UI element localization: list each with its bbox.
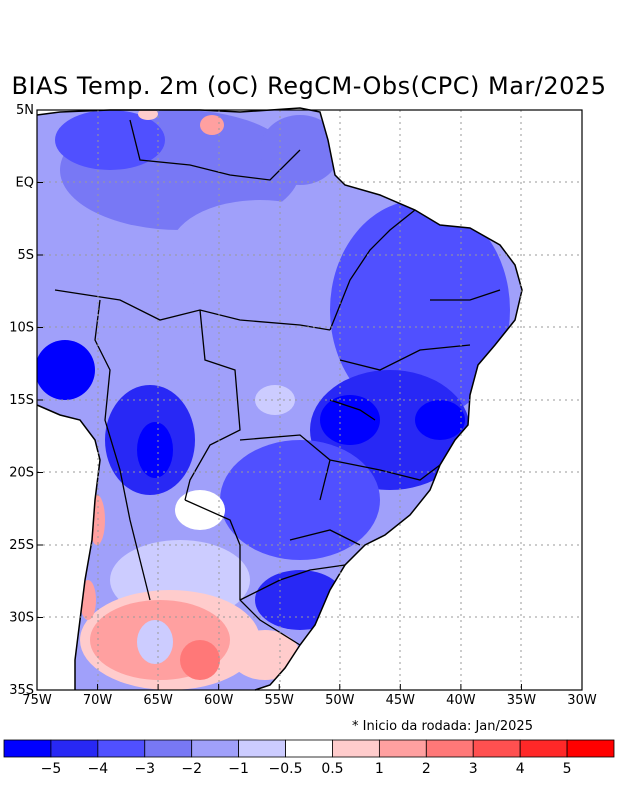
lat-tick-label: 25S (9, 538, 34, 553)
lon-tick-label: 65W (143, 693, 173, 708)
colorbar-swatch (191, 739, 240, 758)
colorbar-label: −3 (134, 761, 155, 777)
colorbar-label: 3 (469, 761, 478, 777)
colorbar-label: 5 (563, 761, 572, 777)
colorbar-swatch (566, 739, 615, 758)
lat-tick-label: 5S (17, 248, 34, 263)
colorbar-swatch (144, 739, 193, 758)
colorbar-label: 2 (422, 761, 431, 777)
colorbar-label: −2 (181, 761, 202, 777)
colorbar-label: −1 (228, 761, 249, 777)
colorbar-label: −4 (88, 761, 109, 777)
lat-tick-label: 5N (16, 103, 34, 118)
colorbar-swatch (378, 739, 427, 758)
lon-tick-label: 30W (567, 693, 597, 708)
colorbar-swatch (97, 739, 146, 758)
lon-tick-label: 55W (265, 693, 295, 708)
colorbar-label: 1 (375, 761, 384, 777)
colorbar-label: 0.5 (321, 761, 343, 777)
lon-tick-label: 50W (325, 693, 355, 708)
colorbar-label: −5 (41, 761, 62, 777)
lon-tick-label: 70W (83, 693, 113, 708)
lat-tick-label: 10S (9, 321, 34, 336)
gridlines (37, 110, 582, 690)
lat-tick-label: EQ (16, 176, 34, 191)
lat-axis: 5N EQ 5S 10S 15S 20S 25S 30S 35S (9, 103, 43, 698)
colorbar-swatch (50, 739, 99, 758)
lon-tick-label: 75W (22, 693, 52, 708)
colorbar-swatch (285, 739, 333, 758)
lat-tick-label: 15S (9, 393, 34, 408)
colorbar-swatch (472, 739, 521, 758)
colorbar-swatch (238, 739, 286, 758)
lat-tick-label: 35S (9, 683, 34, 698)
colorbar-swatch (425, 739, 474, 758)
lon-tick-label: 60W (204, 693, 234, 708)
pacific-coastline (36, 404, 101, 690)
map-title: BIAS Temp. 2m (oC) RegCM-Obs(CPC) Mar/20… (11, 72, 607, 100)
colorbar-label: 4 (516, 761, 525, 777)
lon-tick-label: 40W (446, 693, 476, 708)
colorbar-swatch (332, 739, 380, 758)
lon-tick-label: 35W (507, 693, 537, 708)
colorbar-label: −0.5 (269, 761, 303, 777)
lat-tick-label: 30S (9, 611, 34, 626)
colorbar-swatch (3, 739, 52, 758)
colorbar-swatch (519, 739, 568, 758)
lon-tick-label: 45W (386, 693, 416, 708)
lat-tick-label: 20S (9, 466, 34, 481)
run-start-note: * Inicio da rodada: Jan/2025 (352, 719, 533, 734)
colorbar: −5 −4 −3 −2 −1 −0.5 0.5 1 2 3 4 5 (3, 739, 615, 777)
lon-axis: 75W 70W 65W 60W 55W 50W 45W 40W 35W 30W (22, 684, 597, 708)
